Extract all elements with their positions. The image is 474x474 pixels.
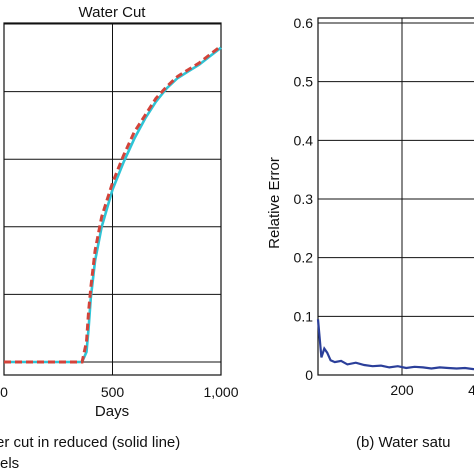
relative-error-chart: Relative Error 00.10.20.30.40.50.6 200 4 bbox=[266, 15, 474, 398]
y-axis-label: Relative Error bbox=[266, 157, 283, 249]
series-lines bbox=[4, 44, 222, 364]
x-tick-label: 4 bbox=[468, 382, 474, 398]
x-tick-labels: 0 500 1,000 bbox=[0, 384, 239, 400]
y-tick-label: 0.5 bbox=[294, 74, 314, 90]
y-tick-label: 0.2 bbox=[294, 250, 314, 266]
x-tick-label: 1,000 bbox=[203, 384, 238, 400]
series-line-dashed bbox=[4, 44, 222, 364]
y-tick-label: 0 bbox=[305, 367, 313, 383]
x-tick-label: 0 bbox=[0, 384, 8, 400]
caption-left: er cut in reduced (solid line) bbox=[0, 434, 180, 451]
water-cut-chart: Water Cut 0 500 1,000 Days bbox=[0, 4, 239, 420]
gridlines bbox=[318, 18, 474, 375]
x-tick-label: 500 bbox=[101, 384, 125, 400]
x-tick-label: 200 bbox=[390, 382, 414, 398]
x-tick-labels: 200 4 bbox=[390, 382, 474, 398]
y-tick-label: 0.6 bbox=[294, 15, 314, 31]
chart-title: Water Cut bbox=[79, 4, 147, 21]
y-tick-label: 0.1 bbox=[294, 308, 314, 324]
caption-left-line2: els bbox=[0, 455, 19, 472]
plot-frame bbox=[3, 22, 222, 376]
y-tick-label: 0.4 bbox=[294, 132, 314, 148]
x-axis-label: Days bbox=[95, 403, 129, 420]
plot-frame bbox=[317, 17, 474, 376]
series-line bbox=[316, 319, 474, 371]
series-lines bbox=[316, 319, 474, 371]
caption-right: (b) Water satu bbox=[356, 434, 450, 451]
y-tick-labels: 0 0.1 0.2 0.3 0.4 0.5 0.6 bbox=[294, 15, 314, 383]
y-tick-label: 0.3 bbox=[294, 191, 314, 207]
gridlines bbox=[4, 23, 221, 375]
